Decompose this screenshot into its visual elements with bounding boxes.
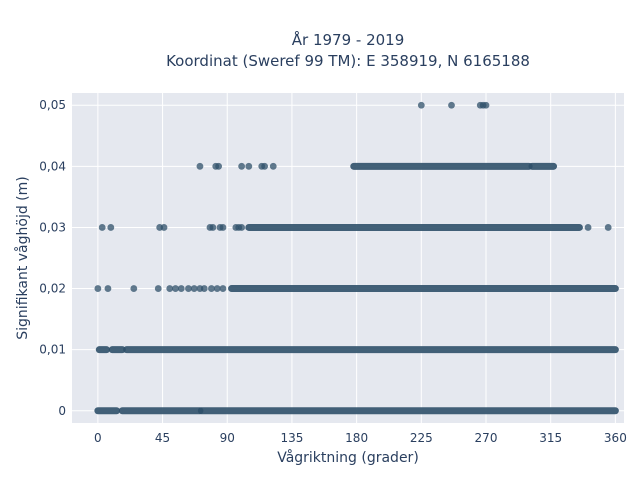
data-point	[448, 101, 455, 109]
data-point	[482, 101, 490, 109]
data-points	[94, 101, 619, 415]
data-point	[245, 162, 253, 170]
data-point	[209, 224, 217, 231]
data-point	[196, 162, 204, 170]
x-axis-label: Vågriktning (grader)	[277, 449, 419, 466]
data-point	[154, 285, 162, 292]
data-point	[238, 162, 246, 170]
data-point	[208, 285, 215, 292]
y-axis-label: Signifikant våghöjd (m)	[14, 176, 31, 339]
x-tick-label: 45	[155, 431, 170, 445]
y-tick-label: 0,03	[39, 220, 66, 234]
data-point	[213, 285, 221, 292]
y-tick-label: 0,05	[39, 98, 66, 112]
data-point	[269, 162, 277, 170]
data-point	[584, 224, 592, 231]
data-point-run	[94, 407, 121, 415]
y-tick-label: 0	[58, 404, 66, 418]
y-tick-label: 0,01	[39, 343, 66, 357]
y-tick-label: 0,04	[39, 159, 66, 173]
data-point	[215, 162, 223, 170]
data-point	[604, 224, 612, 231]
x-tick-label: 0	[94, 431, 102, 445]
x-tick-label: 180	[345, 431, 368, 445]
plot-area	[72, 93, 624, 423]
data-point	[185, 285, 192, 292]
x-tick-label: 90	[220, 431, 235, 445]
data-point	[130, 285, 138, 292]
data-point	[417, 101, 425, 109]
chart-title-line-2: Koordinat (Sweref 99 TM): E 358919, N 61…	[166, 52, 530, 70]
data-point	[200, 285, 208, 292]
data-point	[94, 285, 102, 292]
x-axis-ticks: 0 45 90 135 180 225 270 315 360	[94, 431, 627, 445]
data-point-run	[108, 346, 126, 354]
data-point	[172, 285, 179, 292]
data-point-run	[197, 407, 619, 415]
data-point-run	[123, 346, 619, 354]
data-point	[219, 285, 227, 292]
data-point-run	[528, 162, 558, 170]
y-tick-label: 0,02	[39, 282, 66, 296]
x-tick-label: 360	[604, 431, 627, 445]
data-point	[238, 224, 246, 231]
x-tick-label: 135	[280, 431, 303, 445]
data-point	[190, 285, 198, 292]
data-point	[219, 224, 227, 231]
data-point-run	[118, 407, 204, 415]
data-point-run	[245, 223, 583, 231]
data-point	[98, 224, 106, 231]
x-tick-label: 225	[410, 431, 433, 445]
x-tick-label: 270	[475, 431, 498, 445]
x-tick-label: 315	[539, 431, 562, 445]
data-point	[160, 224, 168, 231]
data-point-run	[95, 346, 110, 354]
data-point	[107, 224, 115, 231]
data-point	[166, 285, 174, 292]
data-point	[261, 162, 269, 170]
data-point	[177, 285, 185, 292]
data-point	[104, 285, 112, 292]
y-axis-ticks: 0 0,01 0,02 0,03 0,04 0,05	[39, 98, 66, 418]
data-point-run	[350, 162, 533, 170]
chart-title-line-1: År 1979 - 2019	[292, 30, 405, 49]
data-point-run	[228, 285, 619, 293]
